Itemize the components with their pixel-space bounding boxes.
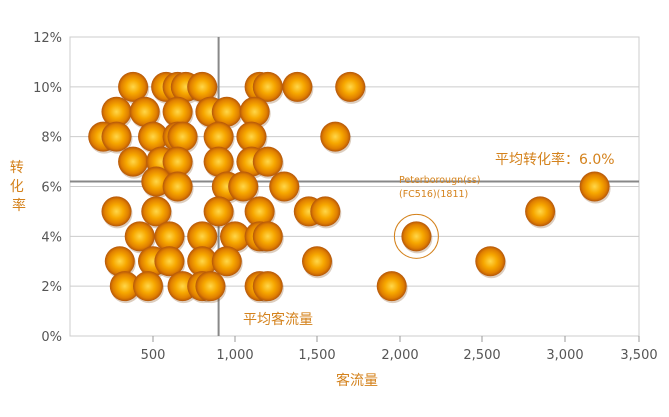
data-point	[211, 246, 243, 279]
data-point	[162, 171, 194, 204]
x-tick-label: 2,000	[381, 348, 418, 363]
y-tick-label: 2%	[41, 280, 62, 295]
data-point	[302, 246, 333, 279]
data-point	[252, 221, 284, 254]
data-points	[88, 71, 611, 304]
tick-labels: 0% 2% 4% 6% 8% 10% 12% 500 1,000 1,500 2,000 2,500 3…	[33, 31, 658, 363]
data-point	[252, 71, 284, 104]
data-point	[141, 196, 173, 229]
data-point	[187, 221, 219, 254]
data-point	[525, 196, 557, 229]
data-point	[129, 96, 161, 129]
data-point	[244, 196, 276, 229]
data-point	[220, 221, 251, 254]
data-point	[252, 146, 284, 179]
x-tick-label: 500	[141, 348, 166, 363]
average-traffic-label: 平均客流量	[243, 311, 313, 328]
y-tick-label: 10%	[33, 81, 62, 96]
data-point	[269, 171, 301, 204]
data-point	[236, 121, 268, 154]
data-point	[104, 246, 136, 279]
x-tick-label: 3,500	[620, 348, 657, 363]
y-tick-label: 8%	[41, 131, 62, 146]
average-conversion-label: 平均转化率：6.0%	[495, 151, 615, 168]
y-tick-label: 6%	[41, 181, 62, 196]
highlight-ring	[393, 213, 439, 259]
data-point	[282, 71, 314, 104]
data-point	[475, 246, 507, 279]
x-tick-label: 2,500	[463, 348, 500, 363]
data-point	[162, 146, 194, 179]
x-axis-title: 客流量	[336, 372, 378, 389]
data-point	[101, 196, 133, 229]
data-point	[109, 271, 141, 304]
data-point	[167, 121, 199, 154]
data-point	[252, 271, 284, 304]
data-point	[195, 271, 227, 304]
data-point	[187, 71, 219, 104]
data-point	[310, 196, 342, 229]
data-point	[376, 271, 408, 304]
data-point	[154, 246, 186, 279]
data-point	[239, 96, 271, 129]
highlight-label-line1: Peterborougn(ss)	[399, 175, 480, 186]
data-point	[211, 96, 243, 129]
y-tick-label: 12%	[33, 31, 62, 46]
x-tick-label: 3,000	[546, 348, 583, 363]
y-tick-label: 0%	[41, 330, 62, 345]
x-tick-label: 1,500	[298, 348, 335, 363]
data-point	[162, 96, 194, 129]
data-point	[118, 146, 150, 179]
data-point	[154, 221, 186, 254]
y-tick-label: 4%	[41, 230, 62, 245]
x-tick-label: 1,000	[216, 348, 253, 363]
data-point	[203, 121, 235, 154]
data-point	[203, 146, 235, 179]
data-point	[133, 271, 165, 304]
data-point	[579, 171, 611, 204]
data-point	[101, 121, 133, 154]
highlight-label-line2: (FC516)(1811)	[399, 189, 468, 200]
data-point	[187, 246, 219, 279]
data-point	[101, 96, 133, 129]
data-point	[203, 196, 235, 229]
data-point	[124, 221, 156, 254]
data-point	[320, 121, 352, 154]
data-point	[335, 71, 367, 104]
y-axis-title: 转 化 率	[10, 160, 28, 214]
data-point	[401, 221, 433, 254]
data-point	[118, 71, 150, 104]
data-point	[138, 121, 169, 154]
data-point	[228, 171, 260, 204]
